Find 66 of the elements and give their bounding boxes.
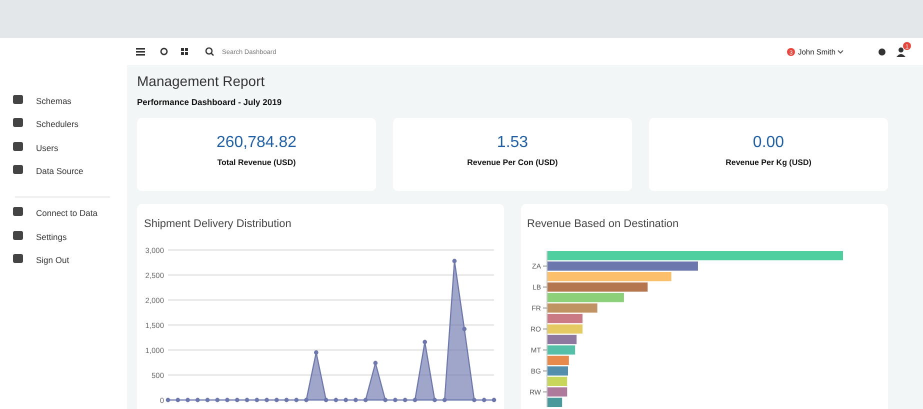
bar [547,334,577,344]
text: Performance Dashboard - July 2019 [137,97,282,107]
bar [547,356,569,366]
point [195,398,200,402]
text: Sign Out [36,255,70,265]
point [274,398,279,402]
point [186,398,190,402]
bar [547,398,562,407]
chart-title: Revenue Based on Destination [527,218,679,230]
point [422,340,428,344]
bar [547,366,568,376]
bar [547,251,843,260]
point [334,398,338,402]
point [234,398,240,402]
point [215,398,220,402]
point [314,350,318,355]
point [412,398,418,402]
point [373,360,378,366]
point [304,398,309,402]
point [294,398,299,402]
text: Schedulers [36,119,79,129]
bar [547,272,672,282]
point [225,398,230,402]
point [353,398,358,402]
bar [547,261,698,271]
text: Data Source [36,166,84,176]
point [254,398,260,402]
point [344,398,348,402]
point [472,398,476,402]
point [492,398,496,402]
point [402,398,408,402]
text: Users [36,143,58,153]
text: 260,784.82 [216,134,297,151]
point [452,258,457,264]
text: Management Report [137,73,265,89]
point [432,398,437,402]
text: Revenue Per Con (USD) [467,158,558,167]
point [166,398,170,402]
point [205,398,210,402]
text: 1.53 [496,134,528,151]
text: 0.00 [752,134,784,151]
point [264,398,269,402]
bar [547,282,648,292]
text: Schemas [36,96,72,106]
point [363,398,368,402]
point [393,398,398,402]
text: Settings [36,232,67,242]
point [284,398,289,402]
point [244,398,250,402]
bar [547,303,598,313]
point [383,398,388,402]
point [176,398,180,402]
point [442,398,447,402]
text: Revenue Per Kg (USD) [726,158,812,167]
bar [547,292,624,302]
bar [547,324,583,334]
bar [547,314,583,324]
point [482,398,486,402]
point [324,398,328,402]
point [462,326,467,332]
text: Connect to Data [36,208,98,218]
bar [547,376,568,386]
text: Total Revenue (USD) [217,158,296,167]
chart-title: Shipment Delivery Distribution [144,218,292,230]
bar [547,345,576,355]
bar [547,387,568,397]
